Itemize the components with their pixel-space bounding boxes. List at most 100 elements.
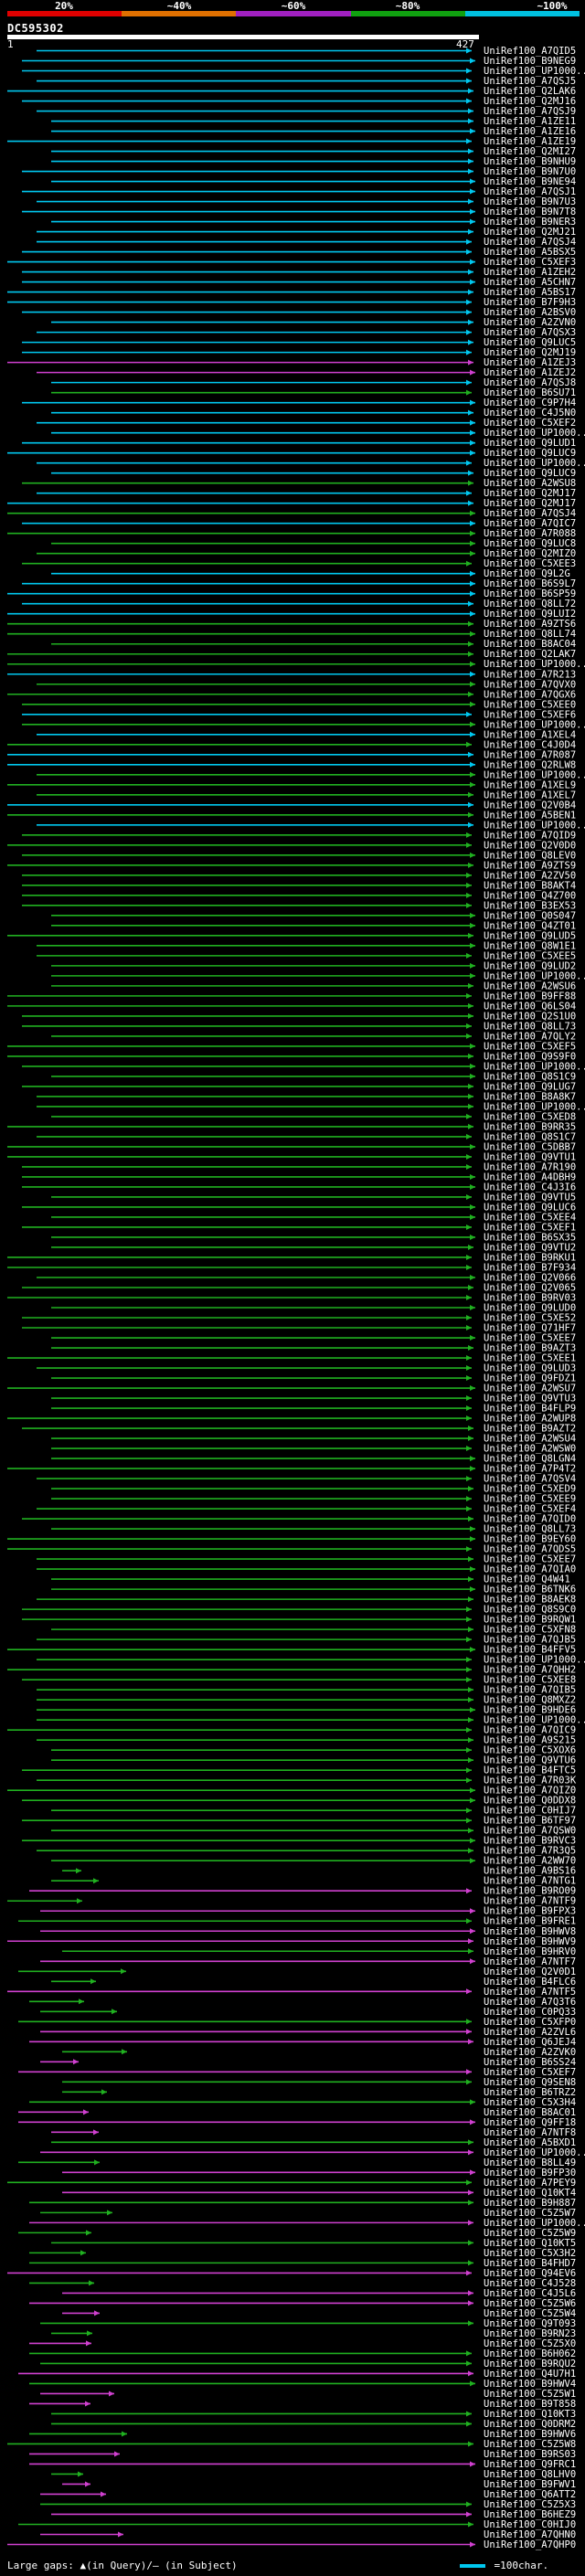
hit-row[interactable]: UniRef100_A1XEL9	[7, 779, 576, 790]
hit-row[interactable]: UniRef100_B8AEK8	[37, 1595, 576, 1606]
hit-label[interactable]: UniRef100_Q2S1U0	[484, 1011, 576, 1022]
hit-row[interactable]: UniRef100_UP1000...	[37, 458, 585, 469]
hit-label[interactable]: UniRef100_A2WSU6	[484, 981, 576, 991]
hit-label[interactable]: UniRef100_A7QSJ4	[484, 237, 576, 248]
hit-label[interactable]: UniRef100_B6SX35	[484, 1232, 576, 1243]
hit-row[interactable]: UniRef100_A7R087	[7, 749, 576, 760]
hit-row[interactable]: UniRef100_B9RV03	[7, 1293, 576, 1304]
hit-label[interactable]: UniRef100_Q0S047	[484, 910, 576, 921]
hit-row[interactable]: UniRef100_C4J5N0	[51, 408, 576, 419]
hit-label[interactable]: UniRef100_Q9FDZ1	[484, 1373, 576, 1384]
hit-row[interactable]: UniRef100_A2WSU7	[7, 1383, 576, 1394]
hit-label[interactable]: UniRef100_A7QHP0	[484, 2539, 576, 2550]
hit-row[interactable]: UniRef100_B8A8K7	[37, 1091, 576, 1102]
hit-label[interactable]: UniRef100_B4FLC6	[484, 1977, 576, 1988]
hit-row[interactable]: UniRef100_B4FFV5	[7, 1645, 576, 1656]
hit-label[interactable]: UniRef100_UP1000...	[484, 1715, 585, 1726]
hit-row[interactable]: UniRef100_Q10KT3	[51, 2409, 576, 2420]
hit-row[interactable]: UniRef100_Q8LL72	[22, 599, 576, 610]
hit-row[interactable]: UniRef100_Q10KT5	[51, 2238, 576, 2249]
hit-row[interactable]: UniRef100_UP1000...	[22, 66, 585, 77]
hit-row[interactable]: UniRef100_Q2V066	[37, 1272, 576, 1283]
hit-row[interactable]: UniRef100_Q9S9F0	[7, 1051, 576, 1062]
hit-row[interactable]: UniRef100_Q9LUD3	[37, 1363, 576, 1374]
hit-row[interactable]: UniRef100_B9NEG9	[22, 56, 576, 67]
hit-label[interactable]: UniRef100_A7QHN0	[484, 2529, 576, 2540]
hit-row[interactable]: UniRef100_A7P4T2	[7, 1464, 576, 1475]
hit-label[interactable]: UniRef100_A7R03K	[484, 1776, 577, 1786]
hit-label[interactable]: UniRef100_Q6ATT2	[484, 2489, 576, 2500]
hit-label[interactable]: UniRef100_B8AC01	[484, 2107, 576, 2118]
hit-row[interactable]: UniRef100_Q0DRM2	[51, 2419, 576, 2430]
hit-row[interactable]: UniRef100_UP1000...	[22, 1061, 585, 1072]
hit-label[interactable]: UniRef100_C5XED9	[484, 1484, 576, 1495]
hit-label[interactable]: UniRef100_C5Z5W9	[484, 2228, 576, 2239]
hit-row[interactable]: UniRef100_A2WSW0	[51, 1444, 576, 1455]
hit-row[interactable]: UniRef100_B9N7T8	[22, 207, 576, 217]
hit-label[interactable]: UniRef100_B8AC04	[484, 639, 576, 650]
hit-label[interactable]: UniRef100_B9NE94	[484, 176, 576, 187]
hit-label[interactable]: UniRef100_Q8S9C0	[484, 1605, 576, 1616]
hit-label[interactable]: UniRef100_UP1000...	[484, 2147, 585, 2158]
hit-label[interactable]: UniRef100_UP1000...	[484, 719, 585, 730]
hit-row[interactable]: UniRef100_C5Z5W8	[7, 2439, 576, 2450]
hit-row[interactable]: UniRef100_Q9VTU2	[51, 1242, 576, 1253]
hit-label[interactable]: UniRef100_A7QSJ4	[484, 508, 576, 519]
hit-label[interactable]: UniRef100_Q2MJ17	[484, 488, 576, 499]
hit-row[interactable]: UniRef100_B9HWV6	[29, 2429, 576, 2440]
hit-label[interactable]: UniRef100_Q9LUC5	[484, 337, 576, 348]
hit-row[interactable]: UniRef100_Q6ATT2	[40, 2489, 576, 2500]
hit-row[interactable]: UniRef100_Q9VTU5	[51, 1192, 576, 1203]
hit-row[interactable]: UniRef100_Q2V0D1	[18, 1966, 576, 1977]
hit-row[interactable]: UniRef100_Q9LUD1	[22, 438, 576, 449]
hit-row[interactable]: UniRef100_B6TF97	[22, 1816, 576, 1827]
hit-label[interactable]: UniRef100_Q8LHV0	[484, 2469, 576, 2480]
hit-label[interactable]: UniRef100_A5BEN1	[484, 810, 576, 821]
hit-label[interactable]: UniRef100_B9RO09	[484, 1886, 576, 1897]
hit-label[interactable]: UniRef100_B6HEZ9	[484, 2509, 576, 2520]
hit-label[interactable]: UniRef100_A1ZEH2	[484, 267, 576, 278]
hit-label[interactable]: UniRef100_A2ZVL6	[484, 2027, 576, 2038]
hit-label[interactable]: UniRef100_Q9LUC6	[484, 1202, 576, 1213]
hit-label[interactable]: UniRef100_Q6JEJ4	[484, 2037, 576, 2048]
hit-label[interactable]: UniRef100_C4J0D4	[484, 739, 576, 750]
hit-row[interactable]: UniRef100_B9HWV9	[7, 1936, 576, 1947]
hit-label[interactable]: UniRef100_Q4W41	[484, 1574, 570, 1585]
hit-row[interactable]: UniRef100_C5XOX6	[51, 1745, 576, 1756]
hit-row[interactable]: UniRef100_UP1000...	[51, 428, 585, 439]
hit-row[interactable]: UniRef100_A7R03K	[37, 1776, 577, 1786]
hit-row[interactable]: UniRef100_B6TRZ2	[62, 2087, 576, 2098]
hit-row[interactable]: UniRef100_C5Z5W9	[18, 2228, 576, 2239]
hit-label[interactable]: UniRef100_A7NTF9	[484, 1896, 576, 1907]
hit-label[interactable]: UniRef100_C5XE52	[484, 1313, 576, 1324]
hit-row[interactable]: UniRef100_Q2MJ16	[22, 96, 576, 107]
hit-row[interactable]: UniRef100_A2WW70	[51, 1856, 576, 1867]
hit-row[interactable]: UniRef100_C5Z5W6	[29, 2298, 576, 2309]
hit-row[interactable]: UniRef100_A9ZTS6	[7, 619, 576, 630]
hit-label[interactable]: UniRef100_Q6LS04	[484, 1001, 576, 1012]
hit-row[interactable]: UniRef100_A7QJB5	[37, 1635, 576, 1646]
hit-label[interactable]: UniRef100_UP1000...	[484, 458, 585, 469]
hit-row[interactable]: UniRef100_B4FHD7	[29, 2258, 576, 2269]
hit-label[interactable]: UniRef100_Q2MI27	[484, 146, 576, 157]
hit-row[interactable]: UniRef100_Q2RLW8	[7, 759, 576, 770]
hit-label[interactable]: UniRef100_Q8LL73	[484, 1021, 576, 1032]
hit-row[interactable]: UniRef100_C5Z5W4	[62, 2308, 576, 2319]
hit-label[interactable]: UniRef100_C0HIJ7	[484, 1806, 576, 1817]
hit-row[interactable]: UniRef100_A7QSX3	[37, 327, 576, 338]
hit-label[interactable]: UniRef100_A2WSU4	[484, 1434, 576, 1445]
hit-label[interactable]: UniRef100_Q2V0D1	[484, 1966, 576, 1977]
hit-row[interactable]: UniRef100_B9RQW1	[22, 1615, 576, 1626]
hit-label[interactable]: UniRef100_A7QVX0	[484, 679, 576, 690]
hit-row[interactable]: UniRef100_B6H062	[29, 2348, 576, 2359]
hit-row[interactable]: UniRef100_B9FF88	[7, 991, 576, 1002]
hit-row[interactable]: UniRef100_C5DBB7	[7, 1141, 576, 1152]
hit-label[interactable]: UniRef100_A1XEL4	[484, 729, 576, 740]
hit-label[interactable]: UniRef100_A7Q3T6	[484, 1997, 576, 2008]
hit-label[interactable]: UniRef100_Q9L2G	[484, 568, 570, 579]
hit-row[interactable]: UniRef100_Q2LAK6	[7, 86, 576, 97]
hit-label[interactable]: UniRef100_C5XFN8	[484, 1625, 576, 1636]
hit-row[interactable]: UniRef100_A2WSU4	[51, 1434, 576, 1445]
hit-label[interactable]: UniRef100_B6SS24	[484, 2057, 576, 2068]
hit-row[interactable]: UniRef100_A7QIB5	[37, 1685, 576, 1696]
